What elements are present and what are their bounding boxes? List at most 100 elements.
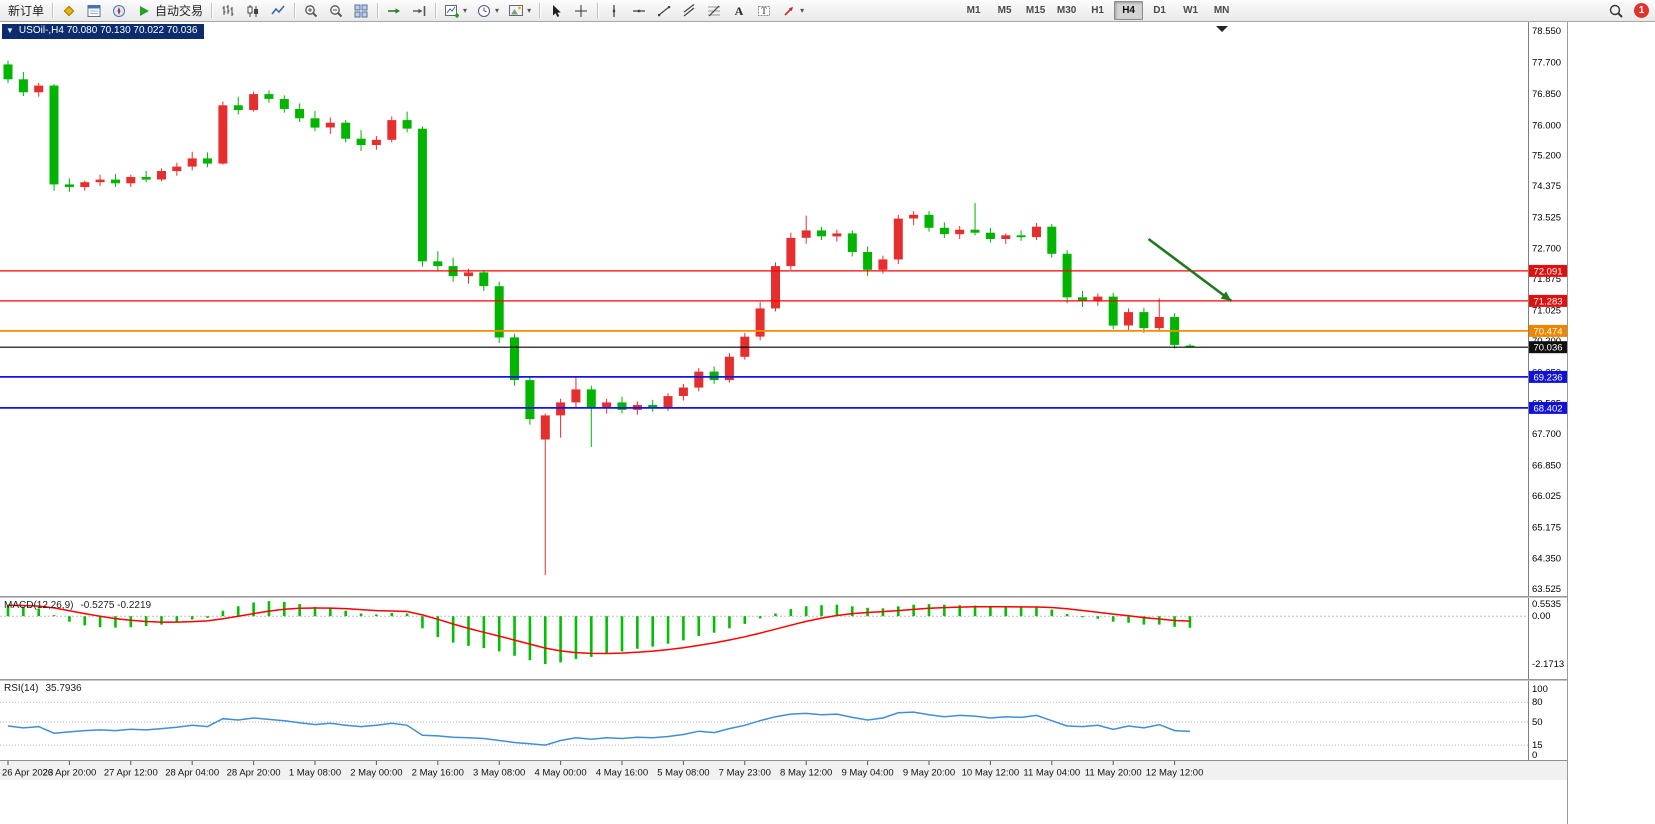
svg-text:75.200: 75.200 — [1532, 150, 1561, 161]
chart-shift-button[interactable] — [407, 0, 431, 22]
zoom-out-button[interactable] — [324, 0, 348, 22]
market-watch-button[interactable] — [82, 0, 106, 22]
text-icon: A — [735, 4, 744, 18]
chart-shift-marker-icon[interactable] — [1216, 26, 1228, 32]
candlestick-chart-button[interactable] — [241, 0, 265, 22]
auto-scroll-icon — [388, 7, 401, 14]
timeframe-toolbar: M1 M5 M15 M30 H1 H4 D1 W1 MN — [959, 1, 1236, 20]
chart-window: ▼ USOil-,H4 70.080 70.130 70.022 70.036 … — [0, 22, 1568, 824]
equidistant-channel-icon — [683, 3, 695, 16]
search-button[interactable] — [1604, 0, 1628, 22]
new-chart-dropdown[interactable]: ▾ — [440, 0, 471, 22]
autotrading-play-icon — [140, 5, 150, 16]
tile-windows-button[interactable] — [349, 0, 373, 22]
rsi-chart-canvas[interactable]: 100 80 50 150 — [0, 681, 1568, 760]
rsi-axis-label: 50 — [1532, 717, 1543, 728]
arrows-dropdown[interactable]: ▾ — [777, 0, 808, 22]
price-badge-68.402 — [1529, 401, 1567, 414]
svg-text:69.236: 69.236 — [1533, 372, 1562, 383]
price-badge-72.091 — [1529, 264, 1567, 277]
bar-chart-button[interactable] — [216, 0, 240, 22]
panel-splitter[interactable] — [0, 679, 1567, 681]
timeframe-h4-button[interactable]: H4 — [1114, 1, 1144, 20]
metaeditor-icon — [63, 5, 75, 16]
svg-text:76.850: 76.850 — [1532, 89, 1561, 100]
cursor-button[interactable] — [544, 0, 568, 22]
new-order-button[interactable]: 新订单 — [4, 0, 48, 22]
fibonacci-button[interactable] — [702, 0, 726, 22]
line-chart-icon — [271, 5, 285, 14]
rsi-axis-label: 15 — [1532, 740, 1543, 751]
channel-button[interactable] — [677, 0, 701, 22]
toolbar-separator — [211, 3, 213, 18]
timeframe-m30-button[interactable]: M30 — [1056, 5, 1077, 16]
time-axis-label: 2 May 16:00 — [412, 768, 464, 779]
macd-values: -0.5275 -0.2219 — [80, 600, 152, 611]
autotrading-button[interactable]: 自动交易 — [132, 0, 207, 22]
time-axis-label: 11 May 20:00 — [1085, 768, 1142, 779]
arrows-caret-icon: ▾ — [800, 5, 805, 15]
time-axis-label: 3 May 08:00 — [473, 768, 525, 779]
one-click-trading-arrow-icon[interactable]: ▼ — [6, 26, 14, 35]
templates-dropdown[interactable]: ▾ — [504, 0, 535, 22]
vertical-line-icon — [612, 4, 616, 17]
vertical-line-button[interactable] — [602, 0, 626, 22]
new-chart-caret-icon: ▾ — [463, 5, 468, 15]
text-label-button[interactable]: T — [752, 0, 776, 22]
macd-axis-label: 0.5535 — [1532, 599, 1561, 610]
text-button[interactable]: A — [727, 0, 751, 22]
candlestick-icon — [247, 4, 259, 17]
line-chart-button[interactable] — [266, 0, 290, 22]
price-badge-69.236 — [1529, 370, 1567, 383]
svg-text:63.525: 63.525 — [1532, 584, 1561, 595]
timeframe-d1-button[interactable]: D1 — [1153, 5, 1166, 16]
rsi-indicator-panel: RSI(14) 35.7936 100 80 50 15 0 — [0, 681, 1567, 760]
zoom-in-button[interactable] — [299, 0, 323, 22]
template-image-icon — [509, 4, 524, 16]
svg-text:70.474: 70.474 — [1533, 326, 1562, 337]
periods-dropdown[interactable]: ▾ — [472, 0, 503, 22]
rsi-header: RSI(14) 35.7936 — [4, 683, 82, 694]
macd-axis-label: 0.00 — [1532, 611, 1551, 622]
crosshair-button[interactable] — [569, 0, 593, 22]
new-order-label: 新订单 — [8, 4, 45, 18]
chart-title-strip[interactable]: ▼ USOil-,H4 70.080 70.130 70.022 70.036 — [2, 24, 205, 39]
time-axis-label: 28 Apr 20:00 — [227, 768, 281, 779]
trend-arrow-annotation[interactable] — [1147, 237, 1233, 303]
macd-header: MACD(12,26,9) -0.5275 -0.2219 — [4, 600, 151, 611]
time-axis-label: 5 May 08:00 — [657, 768, 709, 779]
timeframe-mn-button[interactable]: MN — [1213, 5, 1230, 16]
zoom-in-icon — [305, 4, 318, 17]
time-axis[interactable]: 26 Apr 2023 26 Apr 20:00 27 Apr 12:00 28 Ap… — [0, 760, 1567, 780]
price-badge-70.474 — [1529, 324, 1567, 337]
time-axis-label: 4 May 16:00 — [596, 768, 648, 779]
trendline-button[interactable] — [652, 0, 676, 22]
time-axis-label: 26 Apr 2023 — [2, 768, 53, 779]
bottom-spacer — [0, 780, 1567, 824]
time-axis-label: 4 May 00:00 — [534, 768, 586, 779]
fibonacci-retracement-icon — [708, 5, 721, 16]
timeframe-m5-button[interactable]: M5 — [997, 5, 1012, 16]
notification-badge[interactable]: 1 — [1634, 3, 1649, 18]
timeframe-w1-button[interactable]: W1 — [1183, 5, 1199, 16]
svg-text:70.036: 70.036 — [1533, 343, 1562, 354]
time-axis-label: 28 Apr 04:00 — [165, 768, 219, 779]
price-badges-layer: 72.091 71.283 70.474 70.036 69.236 68.402 — [1529, 264, 1567, 414]
navigator-button[interactable] — [107, 0, 131, 22]
new-chart-icon — [445, 4, 460, 18]
metaeditor-button[interactable] — [57, 0, 81, 22]
toolbar-separator — [294, 3, 296, 18]
timeframe-m15-button[interactable]: M15 — [1025, 5, 1046, 16]
horizontal-line-button[interactable] — [627, 0, 651, 22]
main-chart-canvas[interactable]: 78.550 77.700 76.850 76.000 75.200 74.375 73.5… — [0, 22, 1568, 596]
panel-splitter[interactable] — [0, 596, 1567, 598]
svg-text:71.025: 71.025 — [1532, 306, 1561, 317]
price-badge-70.036 — [1529, 341, 1567, 354]
auto-scroll-button[interactable] — [382, 0, 406, 22]
timeframe-h1-button[interactable]: H1 — [1091, 5, 1104, 16]
svg-text:A: A — [735, 4, 744, 18]
timeframe-m1-button[interactable]: M1 — [966, 5, 981, 16]
macd-axis-label: -2.1713 — [1532, 659, 1564, 670]
